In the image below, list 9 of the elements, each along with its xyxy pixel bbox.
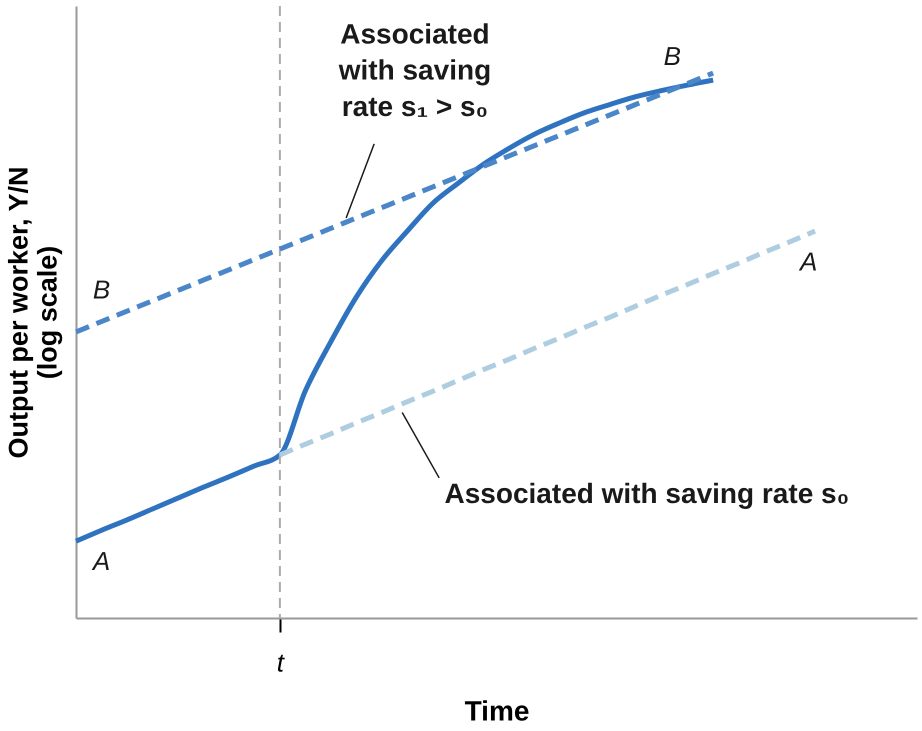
- text: t: [276, 648, 286, 678]
- x-axis-title: Time: [464, 696, 530, 726]
- y-axis-title: Output per worker, Y/N (log scale): [4, 166, 62, 459]
- annotation: A: [798, 246, 818, 277]
- annotation: A: [90, 546, 110, 576]
- annotation: Associated with saving rate s₁ > s₀: [338, 18, 492, 122]
- text: B: [664, 41, 682, 72]
- annotation: Associated with saving rate s₀: [444, 478, 850, 509]
- annotation: B: [92, 274, 110, 304]
